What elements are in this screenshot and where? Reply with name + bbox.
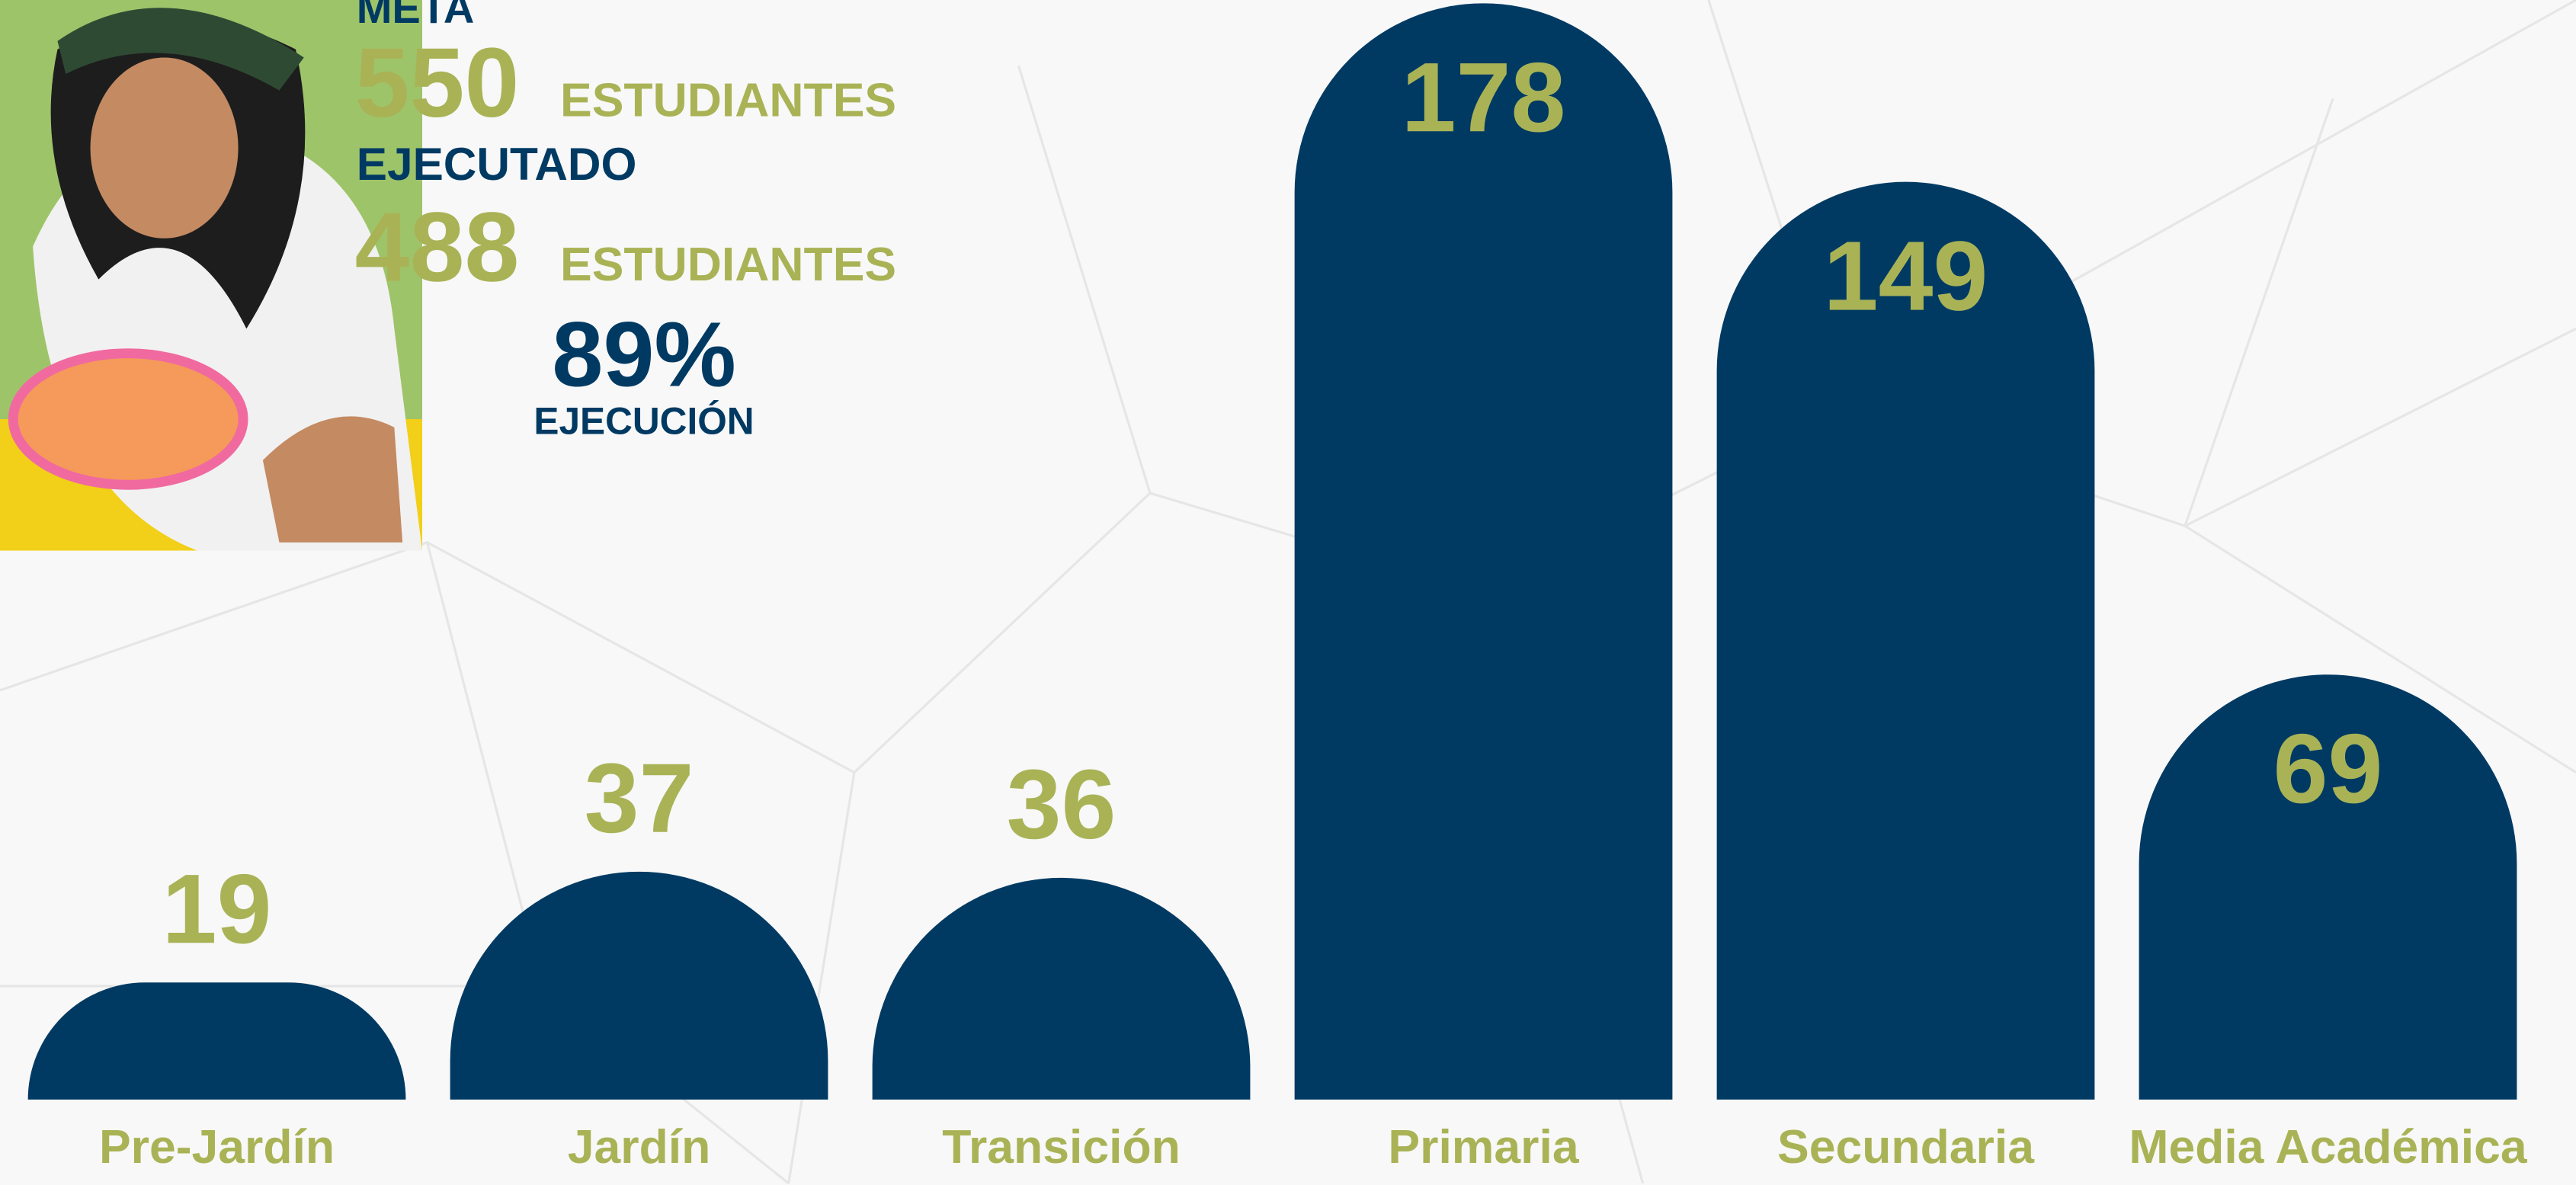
photo-face xyxy=(90,57,239,239)
meta-unit: ESTUDIANTES xyxy=(560,73,896,127)
value-label: 36 xyxy=(1007,750,1117,860)
percent: 89% xyxy=(552,303,736,405)
percent-label: EJECUCIÓN xyxy=(533,400,754,443)
executed-label: EJECUTADO xyxy=(357,138,637,190)
category-label: Media Académica xyxy=(2129,1120,2527,1174)
photo xyxy=(0,0,422,551)
category-label: Pre-Jardín xyxy=(99,1120,335,1174)
meta-value: 550 xyxy=(355,28,520,138)
meta-label: META xyxy=(357,0,475,32)
bar xyxy=(1294,3,1673,1100)
bar xyxy=(872,877,1251,1100)
bar xyxy=(1716,181,2095,1100)
category-label: Jardín xyxy=(568,1120,711,1174)
value-label: 19 xyxy=(162,854,272,964)
category-label: Secundaria xyxy=(1777,1120,2035,1174)
category-label: Primaria xyxy=(1388,1120,1579,1174)
bar xyxy=(450,871,828,1100)
value-label: 178 xyxy=(1402,43,1566,152)
executed-value: 488 xyxy=(355,192,520,302)
value-label: 69 xyxy=(2273,714,2383,824)
category-label: Transición xyxy=(942,1120,1181,1174)
photo-hand xyxy=(262,416,403,543)
bar xyxy=(2139,674,2517,1100)
value-label: 149 xyxy=(1824,222,1988,331)
bar xyxy=(27,982,406,1100)
photo-bandana xyxy=(57,8,304,91)
photo-bowl xyxy=(8,348,248,490)
executed-unit: ESTUDIANTES xyxy=(560,238,896,291)
value-label: 37 xyxy=(585,744,694,854)
